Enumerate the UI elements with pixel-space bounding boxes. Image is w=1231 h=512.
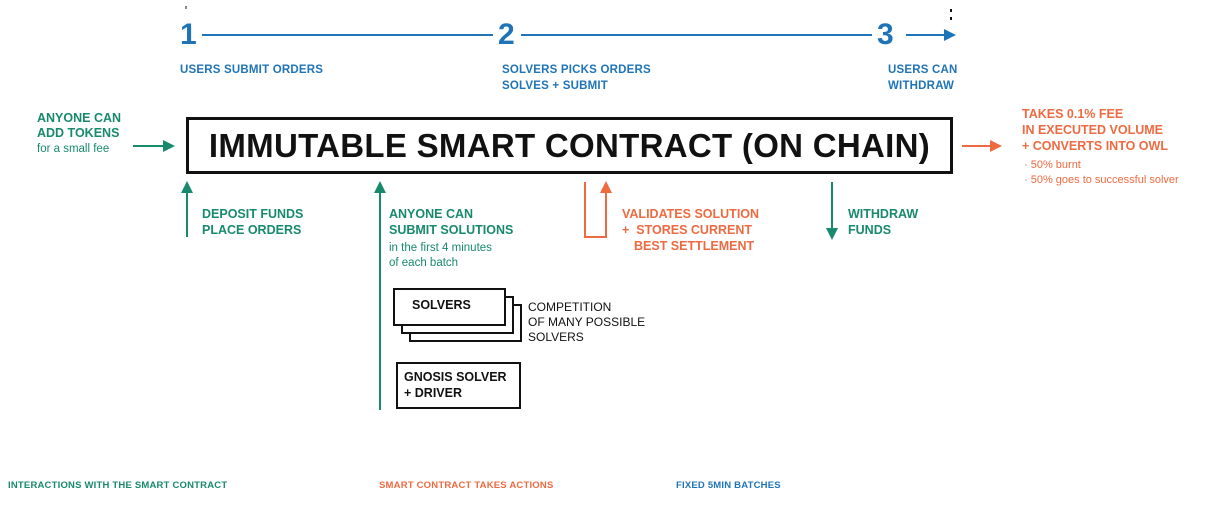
add-tokens-line3: for a small fee bbox=[37, 143, 110, 155]
step-2-number: 2 bbox=[498, 18, 515, 51]
fee-line2: IN EXECUTED VOLUME bbox=[1022, 123, 1163, 137]
step-3-label-line1: USERS CAN bbox=[888, 64, 958, 76]
smart-contract-box: IMMUTABLE SMART CONTRACT (ON CHAIN) bbox=[186, 117, 953, 174]
deposit-arrow bbox=[181, 181, 193, 237]
smart-contract-title: IMMUTABLE SMART CONTRACT (ON CHAIN) bbox=[208, 126, 931, 164]
submit-solutions-line1: ANYONE CAN bbox=[389, 207, 474, 221]
submit-solutions-line4: of each batch bbox=[389, 257, 459, 269]
timeline-arrowhead bbox=[944, 29, 956, 41]
submit-solutions-line2: SUBMIT SOLUTIONS bbox=[389, 223, 514, 237]
withdraw-line2: FUNDS bbox=[848, 223, 892, 237]
fee-arrow bbox=[962, 140, 1002, 152]
step-1-label: USERS SUBMIT ORDERS bbox=[180, 64, 324, 76]
gnosis-line1: GNOSIS SOLVER bbox=[404, 370, 507, 384]
submit-solutions-arrow bbox=[374, 181, 386, 410]
add-tokens-arrow bbox=[133, 140, 175, 152]
competition-line2: OF MANY POSSIBLE bbox=[528, 315, 646, 329]
fee-line1: TAKES 0.1% FEE bbox=[1022, 107, 1124, 121]
add-tokens-line1: ANYONE CAN bbox=[37, 111, 122, 125]
deposit-line1: DEPOSIT FUNDS bbox=[202, 207, 304, 221]
solvers-card-label: SOLVERS bbox=[412, 298, 471, 312]
fee-bullet1: · 50% burnt bbox=[1024, 159, 1081, 171]
fee-bullet2: · 50% goes to successful solver bbox=[1024, 174, 1179, 186]
step-3-label-line2: WITHDRAW bbox=[888, 80, 955, 92]
competition-line1: COMPETITION bbox=[528, 300, 612, 314]
step-3-number: 3 bbox=[877, 18, 894, 51]
submit-solutions-line3: in the first 4 minutes bbox=[389, 242, 492, 254]
gnosis-line2: + DRIVER bbox=[404, 386, 463, 400]
step-2-label-line2: SOLVES + SUBMIT bbox=[502, 80, 608, 92]
validates-line1: VALIDATES SOLUTION bbox=[622, 207, 760, 221]
step-2-label-line1: SOLVERS PICKS ORDERS bbox=[502, 64, 651, 76]
validates-line3: BEST SETTLEMENT bbox=[634, 239, 755, 253]
legend-batches: FIXED 5MIN BATCHES bbox=[676, 480, 781, 491]
solver-card-front bbox=[393, 288, 506, 326]
gnosis-solver-box bbox=[396, 362, 521, 409]
legend-actions: SMART CONTRACT TAKES ACTIONS bbox=[379, 480, 554, 491]
validates-loop-arrow bbox=[584, 181, 612, 238]
step-1-number: 1 bbox=[180, 18, 197, 51]
fee-line3: + CONVERTS INTO OWL bbox=[1022, 139, 1168, 153]
add-tokens-line2: ADD TOKENS bbox=[37, 126, 120, 140]
withdraw-line1: WITHDRAW bbox=[848, 207, 919, 221]
legend-interactions: INTERACTIONS WITH THE SMART CONTRACT bbox=[8, 480, 228, 491]
withdraw-arrow bbox=[826, 182, 838, 240]
validates-line2: + STORES CURRENT bbox=[622, 223, 752, 237]
competition-line3: SOLVERS bbox=[528, 330, 584, 344]
deposit-line2: PLACE ORDERS bbox=[202, 223, 302, 237]
